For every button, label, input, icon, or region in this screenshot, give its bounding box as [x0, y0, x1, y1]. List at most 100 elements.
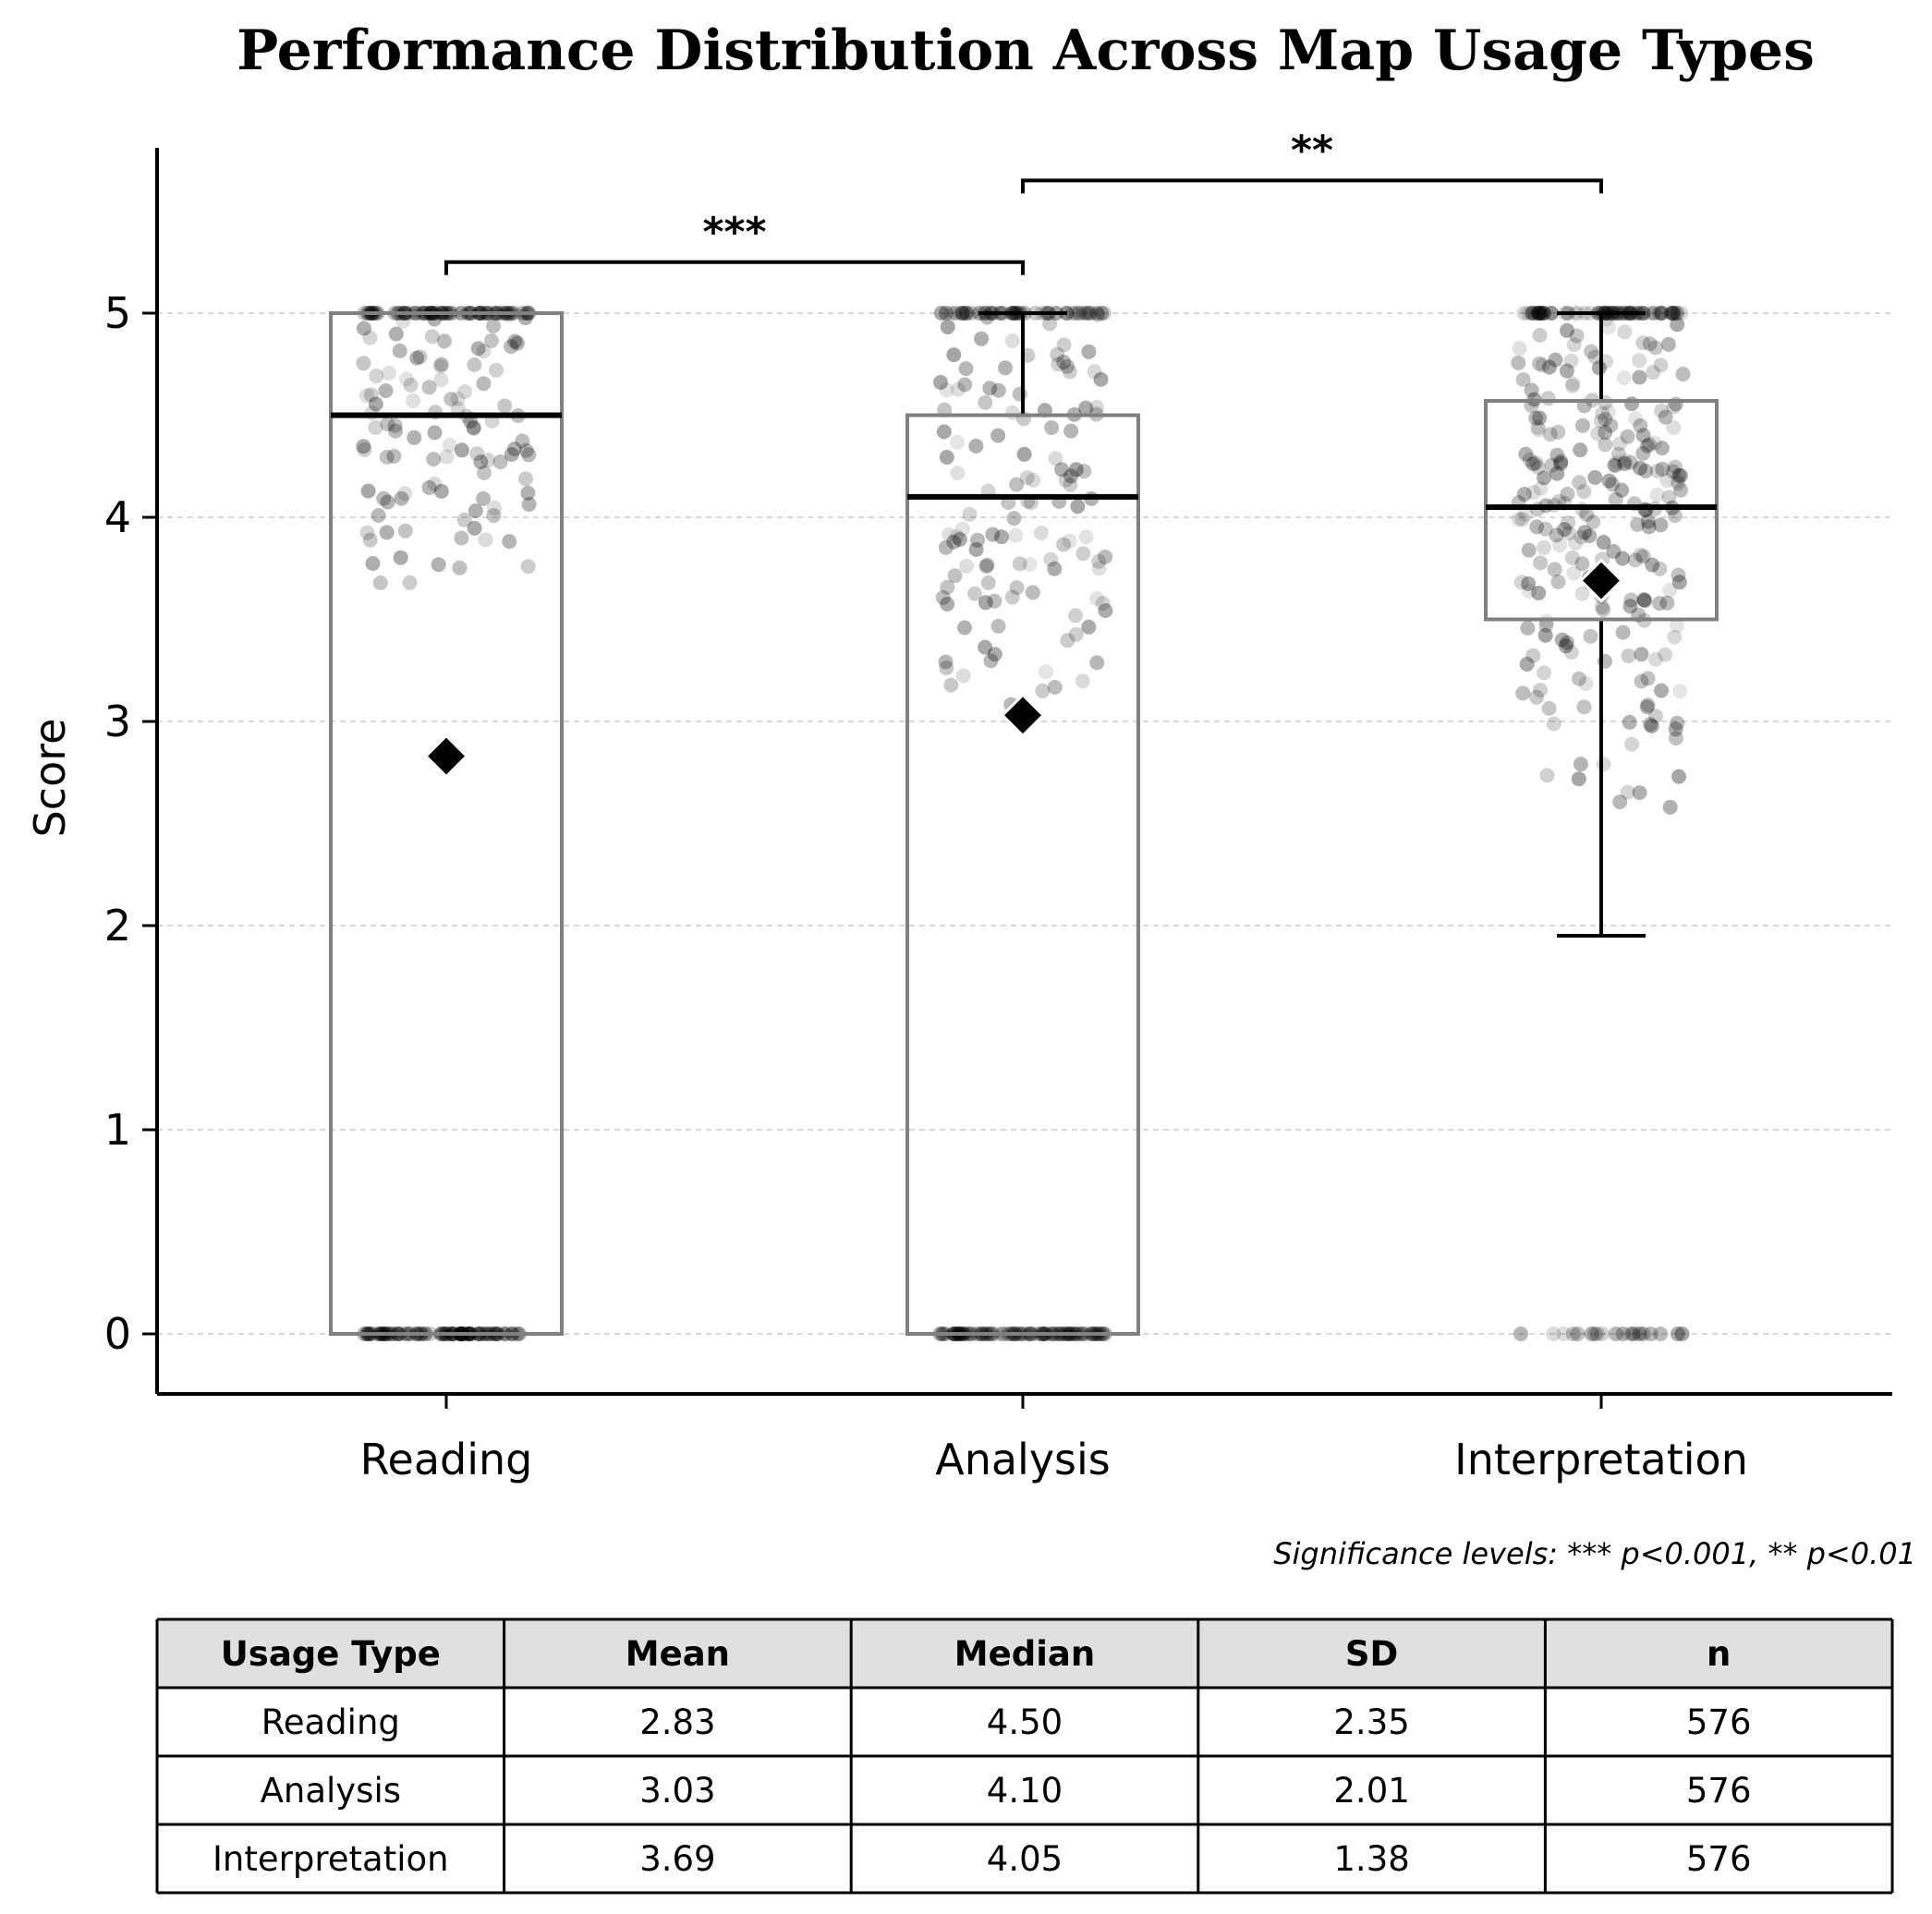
data-point [1667, 629, 1683, 645]
data-point [1628, 1326, 1644, 1341]
data-point [1646, 365, 1661, 381]
data-point [1515, 685, 1531, 701]
data-point [1532, 410, 1548, 426]
data-point [946, 534, 962, 550]
significance-layer: ***** [444, 127, 1603, 275]
data-point [1596, 757, 1611, 772]
data-point [1539, 768, 1555, 783]
data-point [1532, 306, 1548, 321]
data-point [1056, 354, 1072, 369]
data-point [1652, 596, 1668, 612]
data-point [427, 425, 443, 441]
data-point [1056, 537, 1072, 552]
data-point [387, 418, 403, 433]
data-point [1607, 457, 1622, 473]
data-point [1670, 473, 1685, 489]
data-point [1560, 322, 1574, 338]
data-point [979, 557, 995, 573]
table-cell: 1.38 [1333, 1839, 1409, 1879]
data-point [1598, 425, 1613, 441]
data-point [982, 381, 998, 396]
data-point [1513, 575, 1529, 590]
data-point [480, 453, 496, 468]
data-point [504, 447, 519, 462]
data-point [1668, 731, 1683, 746]
data-point [497, 398, 513, 414]
data-point [1655, 461, 1671, 477]
data-point [1630, 516, 1646, 532]
data-point [518, 442, 534, 458]
data-point [469, 446, 485, 462]
data-point [1596, 602, 1611, 618]
data-point [943, 306, 959, 321]
data-point [1586, 514, 1601, 529]
data-point [1572, 671, 1586, 686]
data-point [952, 532, 967, 547]
data-point [372, 575, 388, 590]
data-point [987, 593, 1002, 609]
data-point [476, 344, 492, 359]
data-point [1538, 617, 1554, 633]
data-point [1670, 618, 1684, 634]
data-point [950, 382, 966, 397]
data-point [1671, 575, 1687, 590]
data-point [1078, 306, 1094, 321]
data-point [1612, 794, 1628, 810]
data-point [1531, 422, 1547, 438]
data-point [379, 525, 395, 540]
data-point [1525, 485, 1541, 500]
data-point [1531, 306, 1547, 321]
data-point [1544, 457, 1560, 473]
data-point [1615, 624, 1631, 640]
table-cell: 576 [1686, 1771, 1752, 1811]
data-point [392, 343, 407, 358]
data-point [933, 306, 949, 321]
data-point [1516, 487, 1532, 502]
data-point [486, 508, 502, 524]
data-point [940, 579, 955, 595]
data-point [1632, 785, 1647, 801]
data-point [978, 394, 993, 410]
data-point [1648, 651, 1663, 667]
data-point [1098, 549, 1113, 564]
table-cell: 3.69 [639, 1839, 715, 1879]
data-point [1620, 784, 1635, 800]
data-point [1647, 340, 1663, 356]
box-iqr [329, 311, 564, 1336]
x-tick-label: Interpretation [1454, 1435, 1748, 1484]
data-point [1569, 328, 1585, 344]
data-point [368, 419, 383, 435]
data-point [1560, 635, 1574, 650]
data-point [957, 306, 973, 321]
table-cell: 2.35 [1333, 1702, 1409, 1742]
table-cell: Analysis [261, 1771, 401, 1811]
data-point [457, 384, 473, 399]
data-point [403, 377, 419, 393]
data-point [967, 586, 982, 601]
data-point [1671, 467, 1686, 483]
data-point [1095, 596, 1111, 611]
data-point [436, 333, 452, 349]
data-point [1546, 716, 1561, 732]
data-point [1595, 406, 1610, 421]
data-point [1078, 529, 1094, 545]
data-point [953, 306, 968, 321]
data-point [1638, 463, 1654, 478]
data-point [521, 497, 537, 512]
data-point [380, 494, 395, 510]
data-point [1615, 551, 1630, 566]
data-point [1566, 337, 1582, 352]
data-point [1637, 593, 1653, 609]
data-point [1639, 699, 1655, 715]
data-point [1530, 419, 1546, 435]
x-tick-label: Analysis [935, 1435, 1111, 1484]
data-point [1570, 1326, 1586, 1341]
data-point [1533, 480, 1549, 496]
data-point [1004, 589, 1020, 605]
data-point [1554, 632, 1570, 648]
data-point [380, 416, 395, 431]
data-point [515, 433, 530, 449]
data-point [1575, 418, 1590, 433]
data-point [1576, 484, 1592, 500]
